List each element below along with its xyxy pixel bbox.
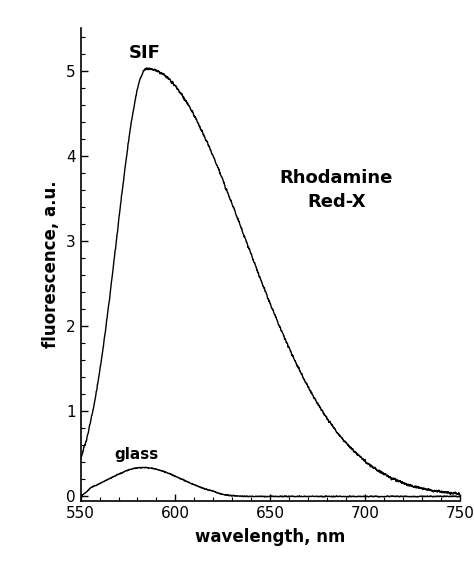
Y-axis label: fluorescence, a.u.: fluorescence, a.u. [42, 181, 60, 348]
Text: SIF: SIF [129, 44, 161, 63]
X-axis label: wavelength, nm: wavelength, nm [195, 527, 346, 546]
Text: Rhodamine
Red-X: Rhodamine Red-X [280, 170, 393, 211]
Text: glass: glass [115, 447, 159, 461]
